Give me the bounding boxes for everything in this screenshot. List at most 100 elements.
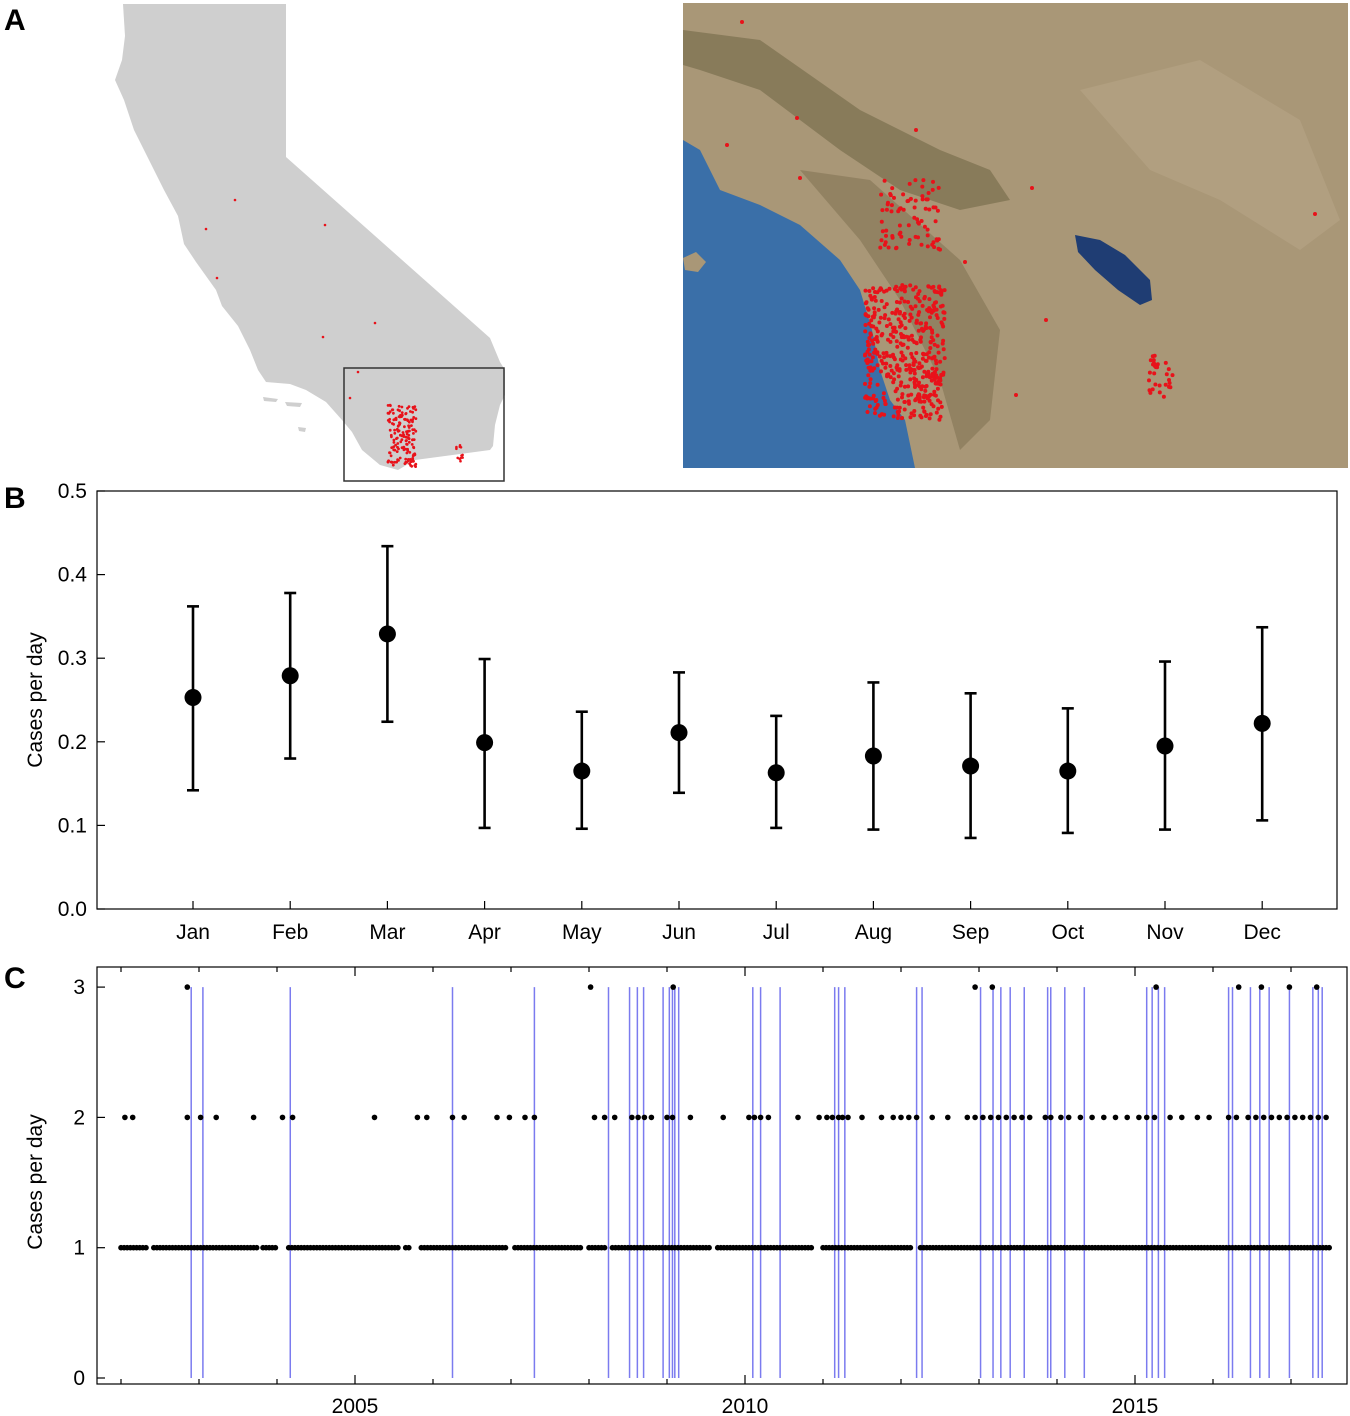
case-marker bbox=[886, 245, 891, 250]
case-marker bbox=[889, 203, 894, 208]
point-2-cases bbox=[648, 1114, 655, 1121]
case-marker bbox=[881, 391, 886, 396]
case-marker bbox=[920, 375, 925, 380]
case-marker bbox=[411, 428, 415, 432]
case-marker bbox=[387, 459, 390, 463]
y-tick-label-b: 0.5 bbox=[58, 480, 87, 503]
point-2-cases bbox=[1253, 1114, 1259, 1121]
point-1-case bbox=[706, 1244, 712, 1251]
y-tick-label-c: 3 bbox=[73, 976, 85, 999]
case-marker bbox=[884, 361, 889, 366]
case-marker bbox=[895, 363, 900, 368]
case-marker bbox=[871, 341, 876, 346]
case-marker bbox=[920, 184, 925, 189]
mean-point bbox=[1059, 762, 1077, 780]
case-marker bbox=[407, 405, 411, 408]
panel-label-c: C bbox=[4, 962, 26, 995]
case-marker bbox=[942, 356, 947, 361]
case-marker bbox=[879, 369, 883, 374]
point-2-cases bbox=[184, 1114, 191, 1121]
case-marker bbox=[899, 296, 904, 301]
x-tick-label-b: Oct bbox=[1051, 921, 1084, 944]
mean-point bbox=[281, 667, 299, 685]
case-marker bbox=[932, 342, 937, 347]
point-2-cases bbox=[1026, 1114, 1033, 1121]
case-marker bbox=[875, 329, 880, 334]
point-1-case bbox=[406, 1244, 412, 1251]
case-marker bbox=[1147, 378, 1151, 383]
case-marker bbox=[407, 458, 410, 462]
case-markers-state bbox=[204, 198, 464, 468]
case-marker bbox=[882, 178, 887, 183]
point-1-case bbox=[577, 1244, 584, 1251]
case-marker bbox=[942, 316, 947, 321]
case-marker bbox=[913, 385, 917, 389]
panel-label-a: A bbox=[4, 4, 26, 37]
point-2-cases bbox=[669, 1114, 676, 1121]
case-marker bbox=[392, 441, 396, 444]
case-marker bbox=[906, 223, 911, 228]
case-marker bbox=[897, 324, 902, 329]
case-marker bbox=[934, 367, 939, 372]
point-1-case bbox=[395, 1244, 401, 1251]
daily-points bbox=[118, 984, 1332, 1251]
case-marker bbox=[902, 311, 907, 316]
case-marker bbox=[918, 339, 923, 344]
case-marker bbox=[871, 286, 876, 291]
point-1-case bbox=[502, 1244, 509, 1251]
panel-label-b: B bbox=[4, 482, 26, 515]
point-1-case bbox=[253, 1244, 260, 1251]
case-marker bbox=[391, 463, 395, 467]
case-marker bbox=[914, 295, 918, 300]
case-marker bbox=[903, 316, 907, 320]
case-marker bbox=[412, 416, 416, 419]
case-marker bbox=[921, 178, 926, 183]
case-marker bbox=[394, 443, 397, 447]
case-marker bbox=[935, 208, 940, 213]
case-marker bbox=[798, 176, 802, 180]
case-marker bbox=[456, 456, 460, 460]
point-2-cases bbox=[1167, 1114, 1173, 1121]
point-2-cases bbox=[1260, 1114, 1267, 1121]
case-marker bbox=[914, 351, 919, 355]
point-2-cases bbox=[1151, 1114, 1158, 1121]
salton-sea bbox=[1075, 235, 1152, 305]
x-tick-label-c: 2005 bbox=[332, 1395, 379, 1416]
case-marker bbox=[924, 384, 929, 388]
case-marker bbox=[396, 458, 399, 462]
case-marker bbox=[925, 244, 930, 249]
case-marker bbox=[930, 330, 935, 335]
case-marker bbox=[906, 399, 911, 404]
case-marker bbox=[392, 438, 396, 442]
x-tick-label-b: Jan bbox=[176, 921, 210, 944]
case-marker bbox=[906, 300, 911, 304]
case-marker bbox=[409, 460, 413, 464]
case-marker bbox=[864, 313, 869, 318]
case-marker bbox=[891, 380, 896, 385]
case-marker bbox=[863, 288, 868, 293]
case-marker bbox=[410, 464, 414, 468]
case-marker bbox=[882, 316, 887, 321]
case-marker bbox=[930, 366, 935, 371]
case-marker bbox=[404, 447, 408, 451]
case-marker bbox=[1164, 372, 1169, 377]
case-marker bbox=[936, 246, 941, 251]
x-tick-label-c: 2010 bbox=[722, 1395, 769, 1416]
case-marker bbox=[913, 378, 918, 383]
case-marker bbox=[875, 350, 880, 355]
case-marker bbox=[902, 407, 907, 412]
case-marker bbox=[917, 310, 922, 315]
mean-point bbox=[476, 734, 494, 752]
case-marker bbox=[863, 301, 868, 306]
case-marker bbox=[897, 207, 902, 212]
case-marker bbox=[880, 332, 885, 336]
point-2-cases bbox=[1284, 1114, 1290, 1121]
case-marker bbox=[867, 404, 872, 409]
case-marker bbox=[394, 418, 398, 421]
case-marker bbox=[396, 442, 400, 445]
case-marker bbox=[869, 359, 874, 364]
mountain-range-3 bbox=[1080, 60, 1340, 250]
x-tick-label-c: 2015 bbox=[1112, 1395, 1159, 1416]
case-marker bbox=[740, 20, 744, 24]
case-marker bbox=[1155, 362, 1160, 367]
